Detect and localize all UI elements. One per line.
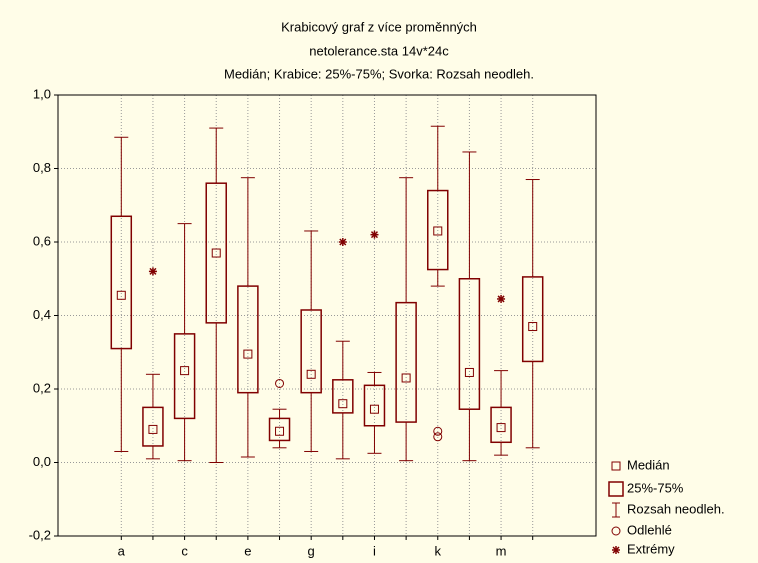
box xyxy=(205,182,227,324)
box xyxy=(268,417,291,442)
extreme xyxy=(338,238,347,246)
y-tick-label: -0,2 xyxy=(29,527,51,542)
extreme xyxy=(370,230,379,239)
legend-label: 25%-75% xyxy=(627,480,684,495)
y-tick-label: 1,0 xyxy=(33,86,51,101)
x-tick-label: g xyxy=(308,543,315,558)
y-tick-label: 0,6 xyxy=(33,233,51,248)
median-marker xyxy=(528,322,538,332)
box xyxy=(363,384,386,427)
legend-box xyxy=(608,481,624,497)
median-marker xyxy=(338,399,348,409)
legend-label: Rozsah neodleh. xyxy=(627,501,725,516)
x-tick-label: e xyxy=(244,543,251,558)
chart-note: Medián; Krabice: 25%-75%; Svorka: Rozsah… xyxy=(224,66,534,81)
y-tick-label: 0,8 xyxy=(33,160,51,175)
x-tick-label: i xyxy=(373,543,376,558)
x-tick-label: m xyxy=(496,543,507,558)
box xyxy=(490,406,512,444)
median-marker xyxy=(275,426,285,436)
box xyxy=(458,278,481,410)
median-marker xyxy=(306,369,316,379)
box xyxy=(521,276,544,363)
median-marker xyxy=(369,404,379,414)
median-marker xyxy=(180,366,190,376)
legend-extreme xyxy=(612,546,620,554)
y-tick-label: 0,2 xyxy=(33,380,51,395)
legend-label: Odlehlé xyxy=(627,522,672,537)
outlier xyxy=(275,378,285,388)
extreme xyxy=(148,267,157,276)
extreme xyxy=(497,294,506,303)
median-marker xyxy=(211,248,221,258)
legend-label: Medián xyxy=(627,457,670,472)
x-tick-label: a xyxy=(118,543,126,558)
box xyxy=(173,333,196,420)
median-marker xyxy=(116,290,126,300)
legend-outlier xyxy=(611,526,621,536)
median-marker xyxy=(433,226,443,236)
plot-frame xyxy=(57,94,597,537)
median-marker xyxy=(243,349,253,359)
box xyxy=(332,379,354,414)
legend-label: Extrémy xyxy=(627,541,675,556)
x-tick-label: c xyxy=(181,543,188,558)
box xyxy=(110,215,133,350)
chart-subtitle: netolerance.sta 14v*24c xyxy=(309,43,449,58)
box xyxy=(300,309,322,394)
chart-title: Krabicový graf z více proměnných xyxy=(281,19,477,34)
outlier xyxy=(433,426,443,436)
y-tick-label: 0,4 xyxy=(33,307,51,322)
outlier xyxy=(433,432,443,442)
box xyxy=(142,406,164,447)
legend-median xyxy=(611,461,621,471)
box xyxy=(237,285,259,394)
median-marker xyxy=(496,423,506,433)
median-marker xyxy=(401,373,411,383)
box xyxy=(395,301,417,423)
median-marker xyxy=(464,367,474,377)
y-tick-label: 0,0 xyxy=(33,454,51,469)
x-tick-label: k xyxy=(435,543,442,558)
box xyxy=(427,189,449,271)
median-marker xyxy=(148,424,158,434)
